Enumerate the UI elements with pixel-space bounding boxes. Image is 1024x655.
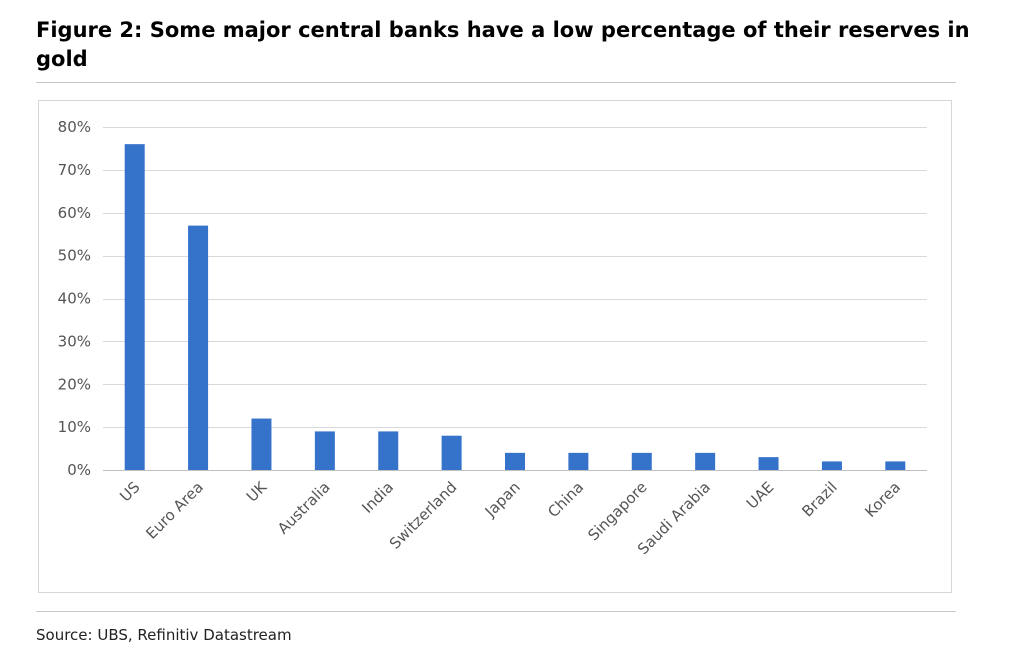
x-category-label: Switzerland [386, 478, 461, 553]
bar-euro-area [188, 225, 209, 470]
x-category-label: Singapore [584, 478, 650, 544]
y-tick-label: 70% [58, 161, 91, 179]
y-tick-label: 80% [58, 118, 91, 136]
y-axis-tick-labels: 0% 10% 20% 30% 40% 50% 60% 70% 80% [58, 118, 91, 479]
y-tick-label: 60% [58, 204, 91, 222]
x-category-label: UAE [743, 478, 777, 512]
x-category-label: India [358, 478, 397, 517]
x-category-label: Brazil [798, 478, 840, 520]
bar-uk [251, 418, 272, 470]
source-divider [36, 611, 956, 612]
bar-korea [885, 461, 906, 470]
bar-singapore [631, 452, 652, 470]
y-tick-label: 50% [58, 247, 91, 265]
chart-frame [38, 100, 952, 593]
x-category-label: China [544, 478, 587, 521]
y-tick-label: 40% [58, 290, 91, 308]
bar-australia [314, 431, 335, 470]
bar-us [124, 144, 145, 470]
x-category-label: Euro Area [142, 478, 207, 543]
bar-saudi-arabia [695, 452, 716, 470]
y-tick-label: 0% [67, 461, 91, 479]
x-category-label: Korea [861, 478, 904, 521]
source-note: Source: UBS, Refinitiv Datastream [36, 626, 292, 644]
bar-china [568, 452, 589, 470]
x-category-label: Australia [274, 478, 334, 538]
bar-japan [505, 452, 525, 470]
bar-switzerland [441, 435, 462, 470]
bars [124, 144, 906, 470]
y-tick-label: 20% [58, 375, 91, 393]
bar-brazil [821, 461, 842, 470]
figure-title: Figure 2: Some major central banks have … [36, 18, 970, 71]
bar-uae [758, 457, 779, 470]
x-category-label: Japan [481, 478, 524, 521]
x-category-label: US [116, 478, 143, 505]
bar-india [378, 431, 399, 470]
x-category-label: UK [243, 477, 271, 505]
title-divider [36, 82, 956, 83]
gridlines [103, 127, 927, 471]
y-tick-label: 30% [58, 332, 91, 350]
y-tick-label: 10% [58, 418, 91, 436]
